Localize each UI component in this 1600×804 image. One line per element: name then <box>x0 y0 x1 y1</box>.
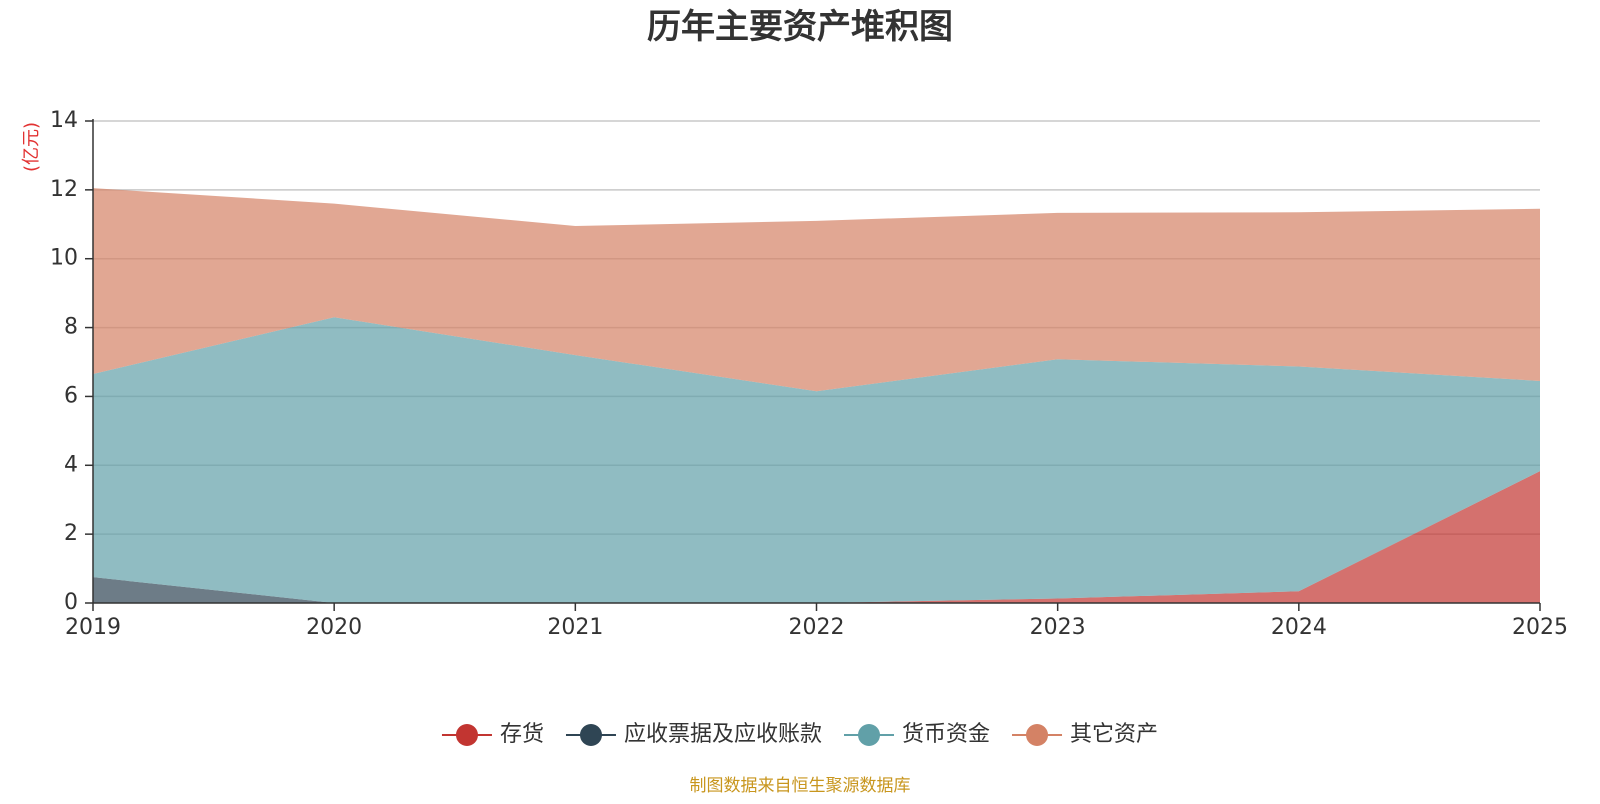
area-series-3 <box>93 188 1540 392</box>
chart-title: 历年主要资产堆积图 <box>647 7 953 47</box>
y-tick-label-14: 14 <box>50 108 78 133</box>
legend-circle-icon <box>1026 724 1049 746</box>
y-tick-label-2: 2 <box>64 521 78 546</box>
x-tick-label-2025: 2025 <box>1512 615 1568 640</box>
x-tick-label-2020: 2020 <box>306 615 362 640</box>
area-series <box>93 188 1540 603</box>
legend-item-1[interactable]: 应收票据及应收账款 <box>565 722 822 747</box>
y-tick-label-4: 4 <box>64 452 78 477</box>
y-tick-label-6: 6 <box>64 383 78 408</box>
x-tick-label-2023: 2023 <box>1030 615 1086 640</box>
y-tick-label-0: 0 <box>64 590 78 615</box>
legend-circle-icon <box>455 724 478 746</box>
data-source-note: 制图数据来自恒生聚源数据库 <box>690 776 911 796</box>
x-tick-label-2021: 2021 <box>547 615 603 640</box>
legend-circle-icon <box>579 724 602 746</box>
x-tick-label-2024: 2024 <box>1271 615 1327 640</box>
y-tick-label-12: 12 <box>50 177 78 202</box>
legend-item-3[interactable]: 其它资产 <box>1012 722 1158 747</box>
legend-item-2[interactable]: 货币资金 <box>844 722 990 747</box>
axes: 0 2 4 6 8 10 12 14 2019 2020 2021 2022 2023 2024 2025 <box>50 108 1568 640</box>
legend-circle-icon <box>858 724 880 746</box>
legend-label: 其它资产 <box>1070 722 1158 747</box>
legend-label: 存货 <box>500 722 544 747</box>
x-tick-label-2019: 2019 <box>65 615 121 640</box>
y-axis-unit-label: (亿元) <box>21 122 42 172</box>
legend[interactable]: 存货 应收票据及应收账款 货币资金 其它资产 <box>441 722 1158 747</box>
legend-label: 应收票据及应收账款 <box>624 722 822 747</box>
y-tick-label-10: 10 <box>50 246 78 271</box>
area-series-2 <box>93 317 1540 603</box>
x-tick-label-2022: 2022 <box>789 615 845 640</box>
y-tick-label-8: 8 <box>64 315 78 340</box>
legend-item-0[interactable]: 存货 <box>441 722 544 747</box>
legend-label: 货币资金 <box>902 722 990 747</box>
area-series-0 <box>93 471 1540 603</box>
